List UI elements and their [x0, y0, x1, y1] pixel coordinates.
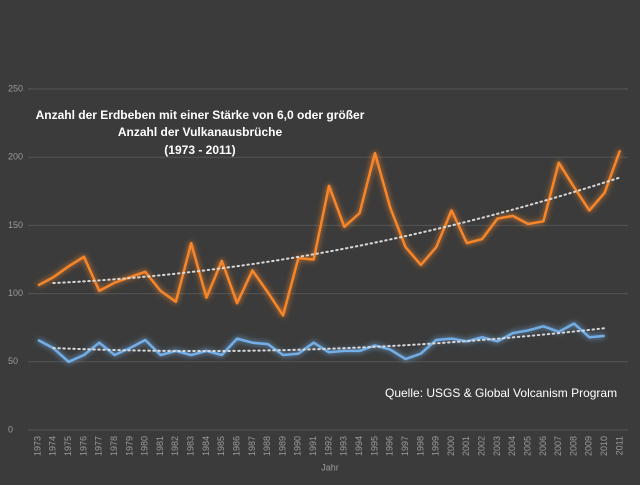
x-tick-label: 1982: [170, 436, 180, 456]
y-tick-label: 200: [8, 152, 23, 162]
x-tick-label: 2010: [599, 436, 609, 456]
title-line: Anzahl der Vulkanausbrüche: [118, 125, 283, 139]
x-tick-label: 1985: [216, 436, 226, 456]
trend-line: [52, 327, 606, 353]
x-tick-label: 1983: [186, 436, 196, 456]
x-tick-label: 1990: [293, 436, 303, 456]
y-tick-label: 150: [8, 220, 23, 230]
x-tick-label: 1994: [354, 436, 364, 456]
source: Quelle: USGS & Global Volcanism Program: [385, 386, 617, 400]
series-line: [37, 149, 622, 317]
trend-line: [52, 176, 621, 285]
title-line: Anzahl der Erdbeben mit einer Stärke von…: [36, 108, 365, 122]
x-tick-label: 1997: [400, 436, 410, 456]
x-tick-label: 1999: [431, 436, 441, 456]
x-tick-label: 1989: [277, 436, 287, 456]
x-tick-label: 2009: [584, 436, 594, 456]
x-tick-label: 1977: [94, 436, 104, 456]
x-tick-label: 1976: [78, 436, 88, 456]
x-tick-label: 1974: [48, 436, 58, 456]
x-tick-label: 1979: [124, 436, 134, 456]
x-tick-label: 2007: [553, 436, 563, 456]
x-tick-label: 2005: [522, 436, 532, 456]
x-tick-label: 1993: [339, 436, 349, 456]
x-tick-label: 1991: [308, 436, 318, 456]
x-tick-label: 1975: [63, 436, 73, 456]
x-tick-label: 2000: [446, 436, 456, 456]
x-tick-label: 1986: [231, 436, 241, 456]
x-tick-label: 1987: [247, 436, 257, 456]
x-tick-label: 1978: [109, 436, 119, 456]
x-tick-label: 2002: [477, 436, 487, 456]
x-tick-label: 1980: [140, 436, 150, 456]
y-tick-label: 50: [8, 356, 18, 366]
x-tick-label: 1988: [262, 436, 272, 456]
x-tick-label: 1981: [155, 436, 165, 456]
title-line: (1973 - 2011): [164, 143, 235, 157]
y-tick-label: 0: [8, 424, 13, 434]
x-tick-label: 1992: [323, 436, 333, 456]
x-tick-label: 1996: [385, 436, 395, 456]
series-line: [37, 322, 605, 364]
x-tick-label: 2004: [507, 436, 517, 456]
x-tick-label: 1973: [32, 436, 42, 456]
y-tick-label: 250: [8, 83, 23, 93]
x-tick-label: 2006: [538, 436, 548, 456]
x-tick-label: 2011: [614, 436, 624, 455]
y-tick-label: 100: [8, 288, 23, 298]
x-tick-label: 1984: [201, 436, 211, 456]
x-tick-label: 1998: [415, 436, 425, 456]
x-tick-label: 1995: [369, 436, 379, 456]
x-tick-label: 2003: [492, 436, 502, 456]
x-tick-label: 2001: [461, 436, 471, 456]
x-tick-label: 2008: [568, 436, 578, 456]
x-axis-label: Jahr: [321, 462, 339, 472]
